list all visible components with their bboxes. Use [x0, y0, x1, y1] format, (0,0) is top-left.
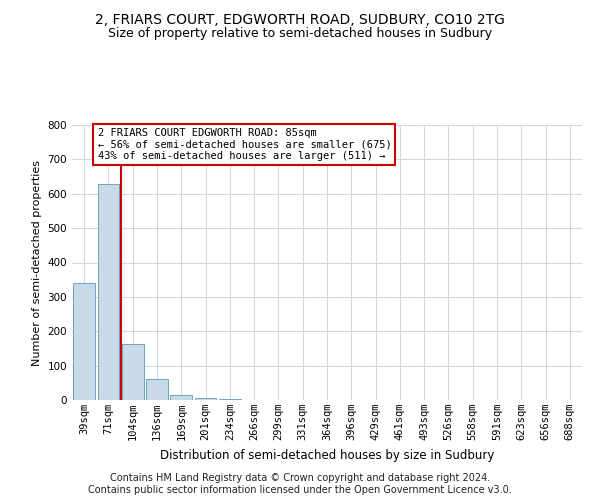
X-axis label: Distribution of semi-detached houses by size in Sudbury: Distribution of semi-detached houses by … — [160, 448, 494, 462]
Text: Contains HM Land Registry data © Crown copyright and database right 2024.
Contai: Contains HM Land Registry data © Crown c… — [88, 474, 512, 495]
Bar — [73, 284, 95, 400]
Bar — [170, 395, 192, 400]
Text: 2, FRIARS COURT, EDGWORTH ROAD, SUDBURY, CO10 2TG: 2, FRIARS COURT, EDGWORTH ROAD, SUDBURY,… — [95, 12, 505, 26]
Bar — [122, 344, 143, 400]
Text: Size of property relative to semi-detached houses in Sudbury: Size of property relative to semi-detach… — [108, 28, 492, 40]
Bar — [97, 184, 119, 400]
Y-axis label: Number of semi-detached properties: Number of semi-detached properties — [32, 160, 42, 366]
Bar — [146, 378, 168, 400]
Bar — [194, 398, 217, 400]
Text: 2 FRIARS COURT EDGWORTH ROAD: 85sqm
← 56% of semi-detached houses are smaller (6: 2 FRIARS COURT EDGWORTH ROAD: 85sqm ← 56… — [97, 128, 391, 161]
